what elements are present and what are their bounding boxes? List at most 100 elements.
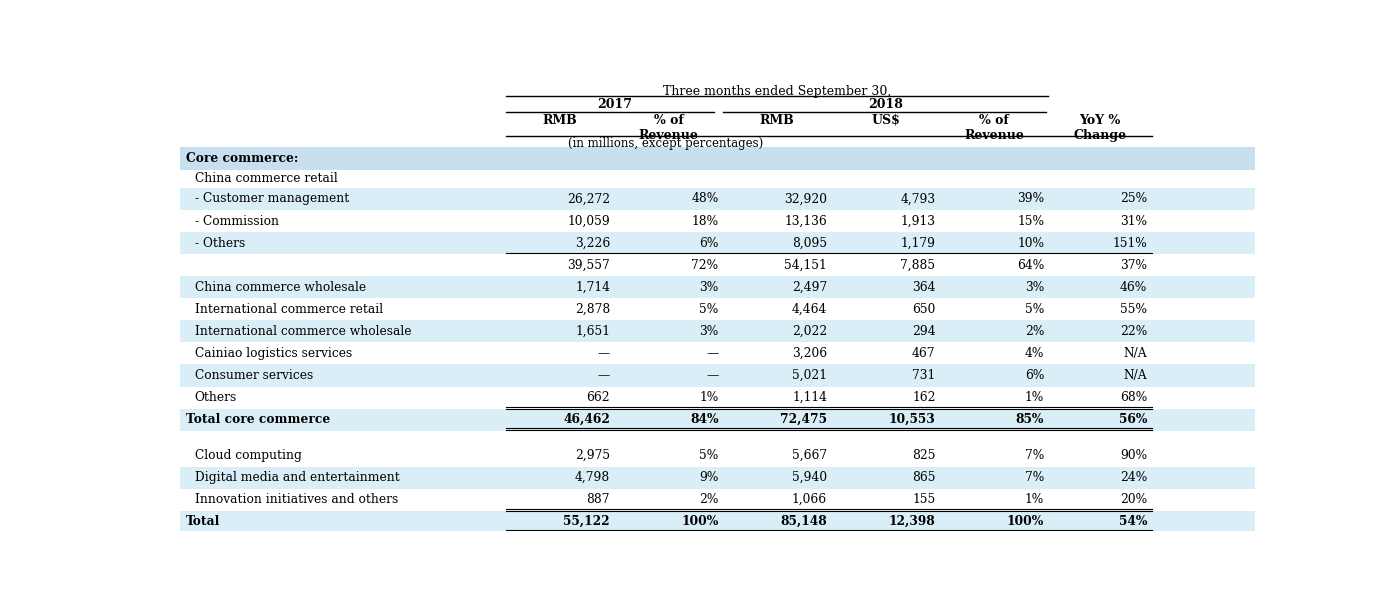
Text: International commerce wholesale: International commerce wholesale xyxy=(195,325,412,338)
Text: 64%: 64% xyxy=(1016,259,1044,272)
Bar xyxy=(181,232,1254,254)
Text: 72%: 72% xyxy=(692,259,718,272)
Text: 90%: 90% xyxy=(1120,449,1147,462)
Text: 4%: 4% xyxy=(1025,347,1044,360)
Text: 18%: 18% xyxy=(692,214,718,227)
Text: 731: 731 xyxy=(913,369,935,382)
Text: International commerce retail: International commerce retail xyxy=(195,303,382,316)
Bar xyxy=(181,298,1254,321)
Text: 467: 467 xyxy=(911,347,935,360)
Text: 3,206: 3,206 xyxy=(792,347,827,360)
Text: 887: 887 xyxy=(587,493,610,506)
Text: 5%: 5% xyxy=(1025,303,1044,316)
Text: 22%: 22% xyxy=(1120,325,1147,338)
Text: 1,651: 1,651 xyxy=(575,325,610,338)
Text: 56%: 56% xyxy=(1119,413,1147,426)
Text: RMB: RMB xyxy=(543,114,578,127)
Text: 2017: 2017 xyxy=(596,98,631,111)
Bar xyxy=(181,510,1254,533)
Text: China commerce retail: China commerce retail xyxy=(195,173,337,185)
Text: 1%: 1% xyxy=(1025,493,1044,506)
Text: 8,095: 8,095 xyxy=(792,236,827,250)
Text: 865: 865 xyxy=(911,471,935,484)
Text: Total core commerce: Total core commerce xyxy=(186,413,330,426)
Text: RMB: RMB xyxy=(760,114,795,127)
Text: 24%: 24% xyxy=(1120,471,1147,484)
Text: 5,021: 5,021 xyxy=(792,369,827,382)
Text: - Others: - Others xyxy=(195,236,245,250)
Text: 5%: 5% xyxy=(700,449,718,462)
Text: 2,878: 2,878 xyxy=(575,303,610,316)
Text: Three months ended September 30,: Three months ended September 30, xyxy=(664,85,892,99)
Text: US$: US$ xyxy=(871,114,900,127)
Text: 15%: 15% xyxy=(1016,214,1044,227)
Text: 2,497: 2,497 xyxy=(792,281,827,294)
Text: 155: 155 xyxy=(913,493,935,506)
Text: 9%: 9% xyxy=(699,471,718,484)
Text: 13,136: 13,136 xyxy=(784,214,827,227)
Bar xyxy=(181,147,1254,170)
Bar xyxy=(181,276,1254,298)
Bar xyxy=(181,408,1254,430)
Text: 55%: 55% xyxy=(1120,303,1147,316)
Text: Core commerce:: Core commerce: xyxy=(186,152,298,165)
Text: 3,226: 3,226 xyxy=(575,236,610,250)
Text: 1%: 1% xyxy=(700,391,718,404)
Text: 2018: 2018 xyxy=(868,98,903,111)
Text: 39,557: 39,557 xyxy=(567,259,610,272)
Text: % of
Revenue: % of Revenue xyxy=(638,114,699,142)
Text: 55,122: 55,122 xyxy=(563,515,610,528)
Text: 151%: 151% xyxy=(1113,236,1147,250)
Text: 12,398: 12,398 xyxy=(889,515,935,528)
Text: 100%: 100% xyxy=(682,515,718,528)
Text: 825: 825 xyxy=(911,449,935,462)
Text: - Customer management: - Customer management xyxy=(195,192,349,205)
Text: 31%: 31% xyxy=(1120,214,1147,227)
Text: 4,798: 4,798 xyxy=(575,471,610,484)
Text: 85,148: 85,148 xyxy=(780,515,827,528)
Text: —: — xyxy=(707,347,718,360)
Text: Others: Others xyxy=(195,391,237,404)
Text: 84%: 84% xyxy=(690,413,718,426)
Text: 162: 162 xyxy=(911,391,935,404)
Text: N/A: N/A xyxy=(1124,369,1147,382)
Text: 364: 364 xyxy=(911,281,935,294)
Text: 32,920: 32,920 xyxy=(784,192,827,205)
Bar xyxy=(181,321,1254,343)
Text: 25%: 25% xyxy=(1120,192,1147,205)
Text: 46,462: 46,462 xyxy=(563,413,610,426)
Text: 1,066: 1,066 xyxy=(792,493,827,506)
Text: N/A: N/A xyxy=(1124,347,1147,360)
Bar xyxy=(181,488,1254,510)
Text: Cainiao logistics services: Cainiao logistics services xyxy=(195,347,351,360)
Text: (in millions, except percentages): (in millions, except percentages) xyxy=(568,137,763,150)
Text: 20%: 20% xyxy=(1120,493,1147,506)
Bar xyxy=(181,343,1254,364)
Text: 39%: 39% xyxy=(1016,192,1044,205)
Text: 5%: 5% xyxy=(700,303,718,316)
Text: 68%: 68% xyxy=(1120,391,1147,404)
Text: 1,114: 1,114 xyxy=(792,391,827,404)
Text: 2,975: 2,975 xyxy=(575,449,610,462)
Text: 7,885: 7,885 xyxy=(900,259,935,272)
Text: 1,913: 1,913 xyxy=(900,214,935,227)
Text: —: — xyxy=(707,369,718,382)
Text: 37%: 37% xyxy=(1120,259,1147,272)
Text: 662: 662 xyxy=(587,391,610,404)
Bar xyxy=(181,188,1254,210)
Text: Digital media and entertainment: Digital media and entertainment xyxy=(195,471,399,484)
Text: 2%: 2% xyxy=(1025,325,1044,338)
Text: Total: Total xyxy=(186,515,220,528)
Text: 1,714: 1,714 xyxy=(575,281,610,294)
Bar xyxy=(181,386,1254,408)
Text: 46%: 46% xyxy=(1120,281,1147,294)
Text: - Commission: - Commission xyxy=(195,214,279,227)
Text: 85%: 85% xyxy=(1016,413,1044,426)
Text: 6%: 6% xyxy=(699,236,718,250)
Text: China commerce wholesale: China commerce wholesale xyxy=(195,281,365,294)
Text: YoY %
Change: YoY % Change xyxy=(1074,114,1127,142)
Bar xyxy=(181,466,1254,488)
Text: 10,553: 10,553 xyxy=(889,413,935,426)
Text: 2%: 2% xyxy=(699,493,718,506)
Text: 100%: 100% xyxy=(1007,515,1044,528)
